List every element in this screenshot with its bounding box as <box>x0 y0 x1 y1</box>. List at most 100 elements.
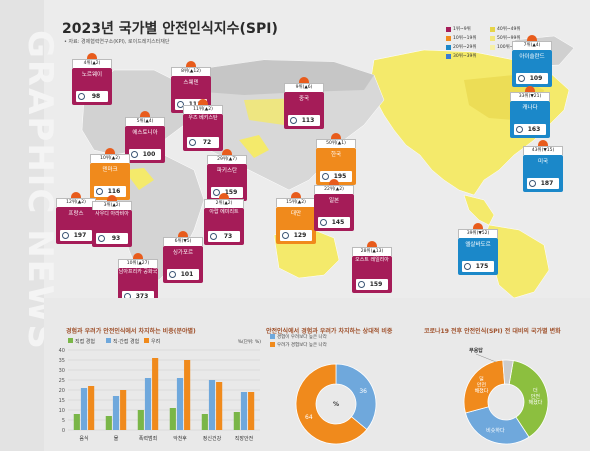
pie-legend-swatch <box>270 342 275 347</box>
alarm-icon <box>71 192 81 198</box>
pie-slice <box>335 363 377 431</box>
shield-icon <box>320 219 327 226</box>
bar-mark <box>233 412 240 430</box>
bar-mark <box>216 382 223 430</box>
legend-item: 40위~49위 <box>490 26 521 32</box>
bar-legend-label: 우려 <box>151 338 160 345</box>
pie-slice-label: 비슷하다 <box>486 427 505 434</box>
bar-mark <box>105 416 112 430</box>
bar-ytick-label: 15 <box>59 398 65 404</box>
rank-legend: 1위~9위 10위~19위 20위~29위 30위~39위 40위~49위 50위~99위… <box>446 26 578 59</box>
pie-slice <box>295 363 368 445</box>
country-rank: 50위(▲1) <box>316 139 356 148</box>
bar-ytick-label: 25 <box>59 378 65 384</box>
country-score: 100 <box>129 149 161 160</box>
country-rank: 33위(▼21) <box>510 92 550 101</box>
country-card: 7위(▲4) 아이슬란드 109 <box>512 41 552 87</box>
alarm-icon <box>291 192 301 198</box>
alarm-icon <box>105 148 115 154</box>
country-rank: 10위(▲27) <box>118 259 158 268</box>
pie-slice-label: 해졌다 <box>528 399 542 406</box>
country-name: 미국 <box>537 159 549 165</box>
country-score: 109 <box>516 73 548 84</box>
bar-mark <box>184 360 191 430</box>
russia-highlight <box>194 60 374 95</box>
bar-ytick-label: 30 <box>59 368 65 374</box>
country-score: 373 <box>122 291 154 302</box>
country-card: 12위(▲2) 프랑스 197 <box>56 198 96 244</box>
country-card: 2위(▲2) 아랍 에미리트 73 <box>204 199 244 245</box>
country-score: 187 <box>527 178 559 189</box>
country-score: 145 <box>318 217 350 228</box>
alarm-icon <box>219 193 229 199</box>
shield-icon <box>213 189 220 196</box>
country-score: 195 <box>320 171 352 182</box>
legend-item: 50위~99위 <box>490 35 521 41</box>
bar-category-label: 악천후 <box>173 435 187 442</box>
country-rank: 5위(▲4) <box>125 117 165 126</box>
bar-category-label: 정신건강 <box>203 435 222 442</box>
country-card: 6위(▼5) 싱가포르 101 <box>163 237 203 283</box>
bar-mark <box>120 390 127 430</box>
shield-icon <box>189 139 196 146</box>
country-rank: 28위(▲13) <box>352 247 392 256</box>
pie-legend-label: 우려가 경험보다 높은 나라 <box>277 341 328 348</box>
bar-legend-swatch <box>106 338 111 343</box>
shield-icon <box>169 271 176 278</box>
country-rank: 3위(▲2) <box>92 201 132 210</box>
shield-icon <box>529 180 536 187</box>
bar-mark <box>208 380 216 430</box>
bar-category-label: 음식 <box>79 435 88 442</box>
bar-legend-label: 직·간접 경험 <box>113 338 139 345</box>
pie-slice <box>464 406 530 445</box>
country-name: 프랑스 <box>68 211 84 217</box>
country-score: 129 <box>280 230 312 241</box>
country-name: 캐나다 <box>522 105 538 111</box>
bar-mark <box>176 378 184 430</box>
bar-ytick-label: 40 <box>59 348 65 354</box>
pie-slice-label: 해졌다 <box>475 388 489 395</box>
shield-icon <box>290 117 297 124</box>
country-card: 39위(▼52) 엘살바도르 175 <box>458 229 498 275</box>
country-card: 28위(▲13) 오스트 레일리아 159 <box>352 247 392 293</box>
legend-label: 30위~39위 <box>453 54 477 59</box>
legend-label: 20위~29위 <box>453 45 477 50</box>
country-rank: 9위(▲6) <box>284 83 324 92</box>
pie-slice <box>502 359 514 385</box>
alarm-icon <box>222 149 232 155</box>
pie-value-label: 36 <box>359 388 367 395</box>
bar-mark <box>137 410 144 430</box>
alarm-icon <box>527 35 537 41</box>
bar-legend-swatch <box>68 338 73 343</box>
bar-mark <box>88 386 95 430</box>
legend-label: 100위~ <box>497 45 514 50</box>
bar-mark <box>248 392 255 430</box>
legend-swatch <box>446 26 451 32</box>
country-name: 중국 <box>298 96 310 102</box>
country-rank: 43위(▼15) <box>523 146 563 155</box>
legend-label: 10위~19위 <box>453 36 477 41</box>
legend-label: 40위~49위 <box>497 27 521 32</box>
bar-ytick-label: 5 <box>62 418 65 424</box>
alarm-icon <box>538 140 548 146</box>
country-name: 에스토니아 <box>132 130 158 136</box>
country-rank: 2위(▲2) <box>204 199 244 208</box>
country-name: 우즈 베키스탄 <box>188 115 218 121</box>
yellow-region-1 <box>124 168 154 190</box>
legend-swatch <box>446 35 451 41</box>
country-name: 덴마크 <box>102 167 118 173</box>
country-rank: 7위(▲4) <box>512 41 552 50</box>
country-rank: 10위(▲2) <box>90 154 130 163</box>
bar-category-label: 직장안전 <box>235 435 254 442</box>
alarm-icon <box>329 179 339 185</box>
bar-mark <box>80 388 88 430</box>
pie-slice-label: 안전 <box>531 393 541 400</box>
legend-swatch <box>446 53 451 59</box>
alarm-icon <box>299 77 309 83</box>
sidebar-band: GRAPHIC NEWS <box>0 0 60 451</box>
country-card: 4위(▲2) 노르웨이 98 <box>72 59 112 105</box>
country-card: 22위(▲2) 일본 145 <box>314 185 354 231</box>
shield-icon <box>322 173 329 180</box>
